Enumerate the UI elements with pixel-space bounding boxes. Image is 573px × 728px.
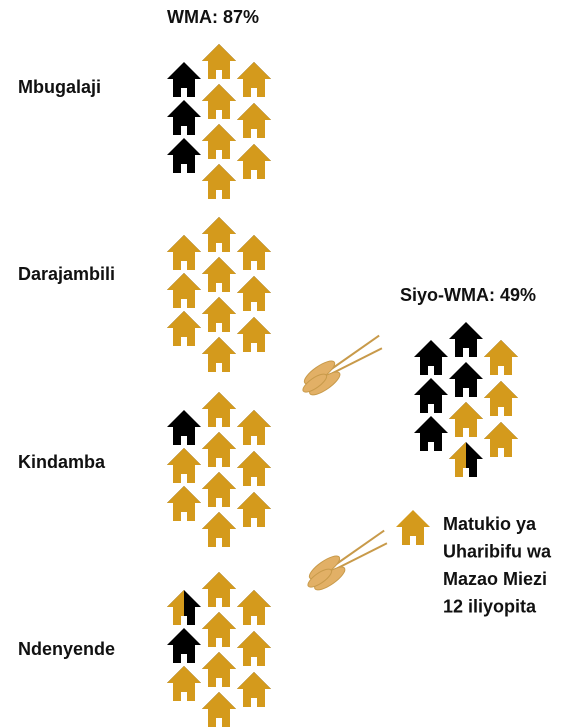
house-icon <box>202 44 236 79</box>
house-icon <box>202 472 236 507</box>
house-icon <box>202 432 236 467</box>
house-icon <box>237 672 271 707</box>
legend-text: 12 iliyopita <box>443 596 537 616</box>
house-icon <box>237 103 271 138</box>
house-icon <box>237 451 271 486</box>
house-icon <box>237 492 271 527</box>
house-icon <box>167 666 201 701</box>
house-icon <box>449 402 483 437</box>
legend-text: Mazao Miezi <box>443 569 547 589</box>
house-icon <box>167 486 201 521</box>
house-icon <box>237 144 271 179</box>
house-icon <box>202 652 236 687</box>
house-icon <box>202 692 236 727</box>
house-icon <box>202 297 236 332</box>
house-icon <box>202 612 236 647</box>
house-icon <box>237 590 271 625</box>
house-icon <box>414 378 448 413</box>
house-icon <box>167 138 201 173</box>
house-icon <box>167 590 201 625</box>
house-icon <box>484 340 518 375</box>
house-icon <box>202 124 236 159</box>
house-icon <box>202 257 236 292</box>
house-icon <box>202 84 236 119</box>
legend-icon <box>396 510 430 545</box>
wma-title: WMA: 87% <box>167 7 259 27</box>
house-icon <box>202 512 236 547</box>
house-icon <box>202 337 236 372</box>
house-icon <box>237 631 271 666</box>
house-icon <box>167 311 201 346</box>
house-icon <box>167 628 201 663</box>
group-label: Ndenyende <box>18 639 115 659</box>
house-icon <box>202 164 236 199</box>
house-icon <box>449 442 483 477</box>
group-label: Kindamba <box>18 452 106 472</box>
infographic: WMA: 87% Siyo-WMA: 49% Mbugalaji Darajamb… <box>0 0 573 728</box>
house-icon <box>202 217 236 252</box>
house-icon <box>484 422 518 457</box>
house-icon <box>237 410 271 445</box>
house-icon <box>414 340 448 375</box>
house-icon <box>414 416 448 451</box>
house-icon <box>167 100 201 135</box>
comparison-title: Siyo-WMA: 49% <box>400 285 536 305</box>
wheat-icon <box>301 522 392 596</box>
house-icon <box>167 410 201 445</box>
legend-text: Matukio ya <box>443 514 537 534</box>
house-icon <box>202 392 236 427</box>
group-label: Mbugalaji <box>18 77 101 97</box>
house-icon <box>202 572 236 607</box>
house-icon <box>449 362 483 397</box>
house-icon <box>237 62 271 97</box>
house-icon <box>449 322 483 357</box>
house-icon <box>237 276 271 311</box>
house-icon <box>167 273 201 308</box>
wheat-icon <box>296 327 387 401</box>
legend-text: Uharibifu wa <box>443 541 552 561</box>
house-icon <box>484 381 518 416</box>
house-icon <box>237 317 271 352</box>
house-icon <box>237 235 271 270</box>
house-icon <box>167 62 201 97</box>
house-icon <box>167 448 201 483</box>
group-label: Darajambili <box>18 264 115 284</box>
house-icon <box>167 235 201 270</box>
